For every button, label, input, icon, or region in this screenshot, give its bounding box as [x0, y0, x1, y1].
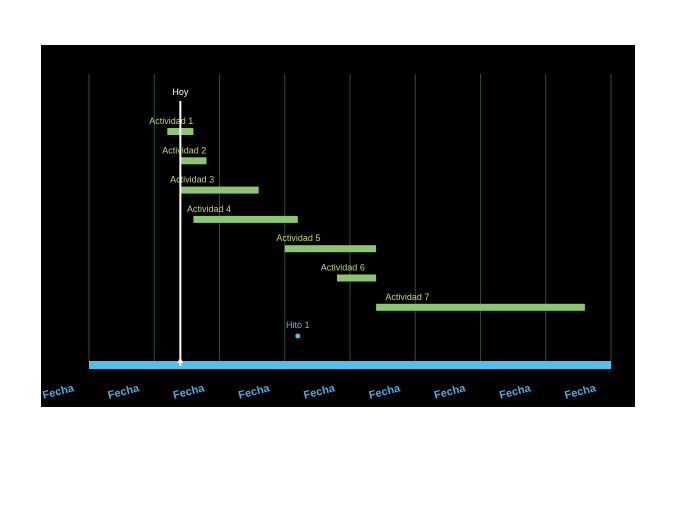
milestone-layer: Hito 1: [286, 320, 310, 339]
date-label: Fecha: [172, 382, 207, 402]
activity-bar: [193, 215, 298, 223]
today-marker: Hoy: [172, 87, 189, 366]
grid-layer: [88, 74, 612, 363]
today-label: Hoy: [172, 87, 189, 97]
activity-label: Actividad 3: [170, 175, 214, 185]
timeline-diagram: Actividad 1 Actividad 2 Actividad 3 Activid…: [41, 45, 635, 407]
activity-1: Actividad 1: [149, 116, 194, 135]
activity-label: Actividad 2: [162, 145, 206, 155]
date-label: Fecha: [433, 382, 468, 402]
activity-label: Actividad 6: [321, 263, 365, 273]
date-label: Fecha: [498, 382, 533, 402]
axis-layer: [89, 361, 611, 369]
date-label: Fecha: [237, 382, 272, 402]
date-label: Fecha: [368, 382, 403, 402]
activity-6: Actividad 6: [321, 263, 377, 282]
activity-label: Actividad 7: [385, 292, 429, 302]
date-label: Fecha: [302, 382, 337, 402]
date-label: Fecha: [107, 382, 142, 402]
activity-label: Actividad 1: [149, 116, 193, 126]
activity-bar: [180, 157, 207, 165]
activity-2: Actividad 2: [162, 145, 207, 165]
activity-label: Actividad 5: [276, 233, 320, 243]
activity-5: Actividad 5: [276, 233, 377, 253]
milestone-label: Hito 1: [286, 320, 310, 330]
activity-label: Actividad 4: [187, 204, 231, 214]
activity-bar: [284, 245, 377, 253]
activity-bar: [180, 186, 259, 194]
activity-3: Actividad 3: [170, 175, 259, 194]
today-arrow: [177, 357, 184, 363]
date-label: Fecha: [563, 382, 598, 402]
date-label: Fecha: [41, 382, 76, 402]
activity-bars: Actividad 1 Actividad 2 Actividad 3 Activid…: [149, 116, 585, 311]
activity-4: Actividad 4: [187, 204, 298, 223]
milestone-dot: [295, 333, 301, 339]
date-labels: Fecha Fecha Fecha Fecha Fecha Fecha Fecha Fecha…: [41, 382, 598, 402]
timeline-panel: Actividad 1 Actividad 2 Actividad 3 Activid…: [41, 45, 635, 407]
activity-7: Actividad 7: [376, 292, 585, 311]
activity-bar: [376, 303, 585, 311]
timeline-axis: [89, 361, 611, 369]
activity-bar: [336, 274, 377, 282]
